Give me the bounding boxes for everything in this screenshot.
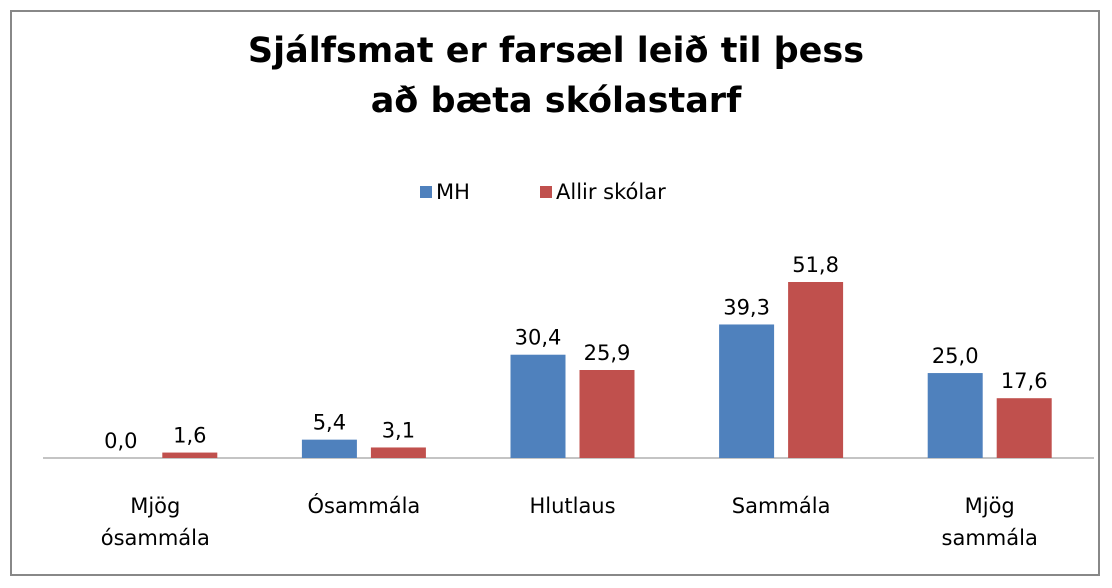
- legend-label: MH: [436, 180, 470, 204]
- bar: [996, 398, 1052, 458]
- value-label: 5,4: [313, 411, 346, 435]
- value-label: 0,0: [104, 429, 137, 453]
- bar: [788, 282, 844, 458]
- x-tick-label: Sammála: [731, 494, 831, 518]
- chart-frame: [10, 10, 1100, 576]
- bar: [162, 452, 218, 458]
- bar: [927, 373, 983, 458]
- x-tick-label: Hlutlaus: [529, 494, 616, 518]
- bar: [510, 354, 566, 458]
- value-label: 25,0: [932, 344, 979, 368]
- x-tick-label: Mjög sammála: [941, 494, 1038, 550]
- legend-label: Allir skólar: [556, 180, 666, 204]
- bar: [370, 447, 426, 458]
- legend-swatch: [540, 186, 552, 198]
- value-label: 1,6: [173, 424, 206, 448]
- bar: [579, 370, 635, 458]
- x-tick-label: Mjög ósammála: [100, 494, 210, 550]
- legend-swatch: [420, 186, 432, 198]
- value-label: 39,3: [723, 295, 770, 319]
- bar: [719, 324, 775, 458]
- bar: [301, 439, 357, 458]
- value-label: 3,1: [382, 418, 415, 442]
- x-tick-label: Ósammála: [307, 494, 421, 518]
- value-label: 17,6: [1001, 369, 1048, 393]
- value-label: 25,9: [584, 341, 631, 365]
- value-label: 30,4: [515, 326, 562, 350]
- chart-title: Sjálfsmat er farsæl leið til þess að bæt…: [247, 31, 865, 121]
- value-label: 51,8: [792, 253, 839, 277]
